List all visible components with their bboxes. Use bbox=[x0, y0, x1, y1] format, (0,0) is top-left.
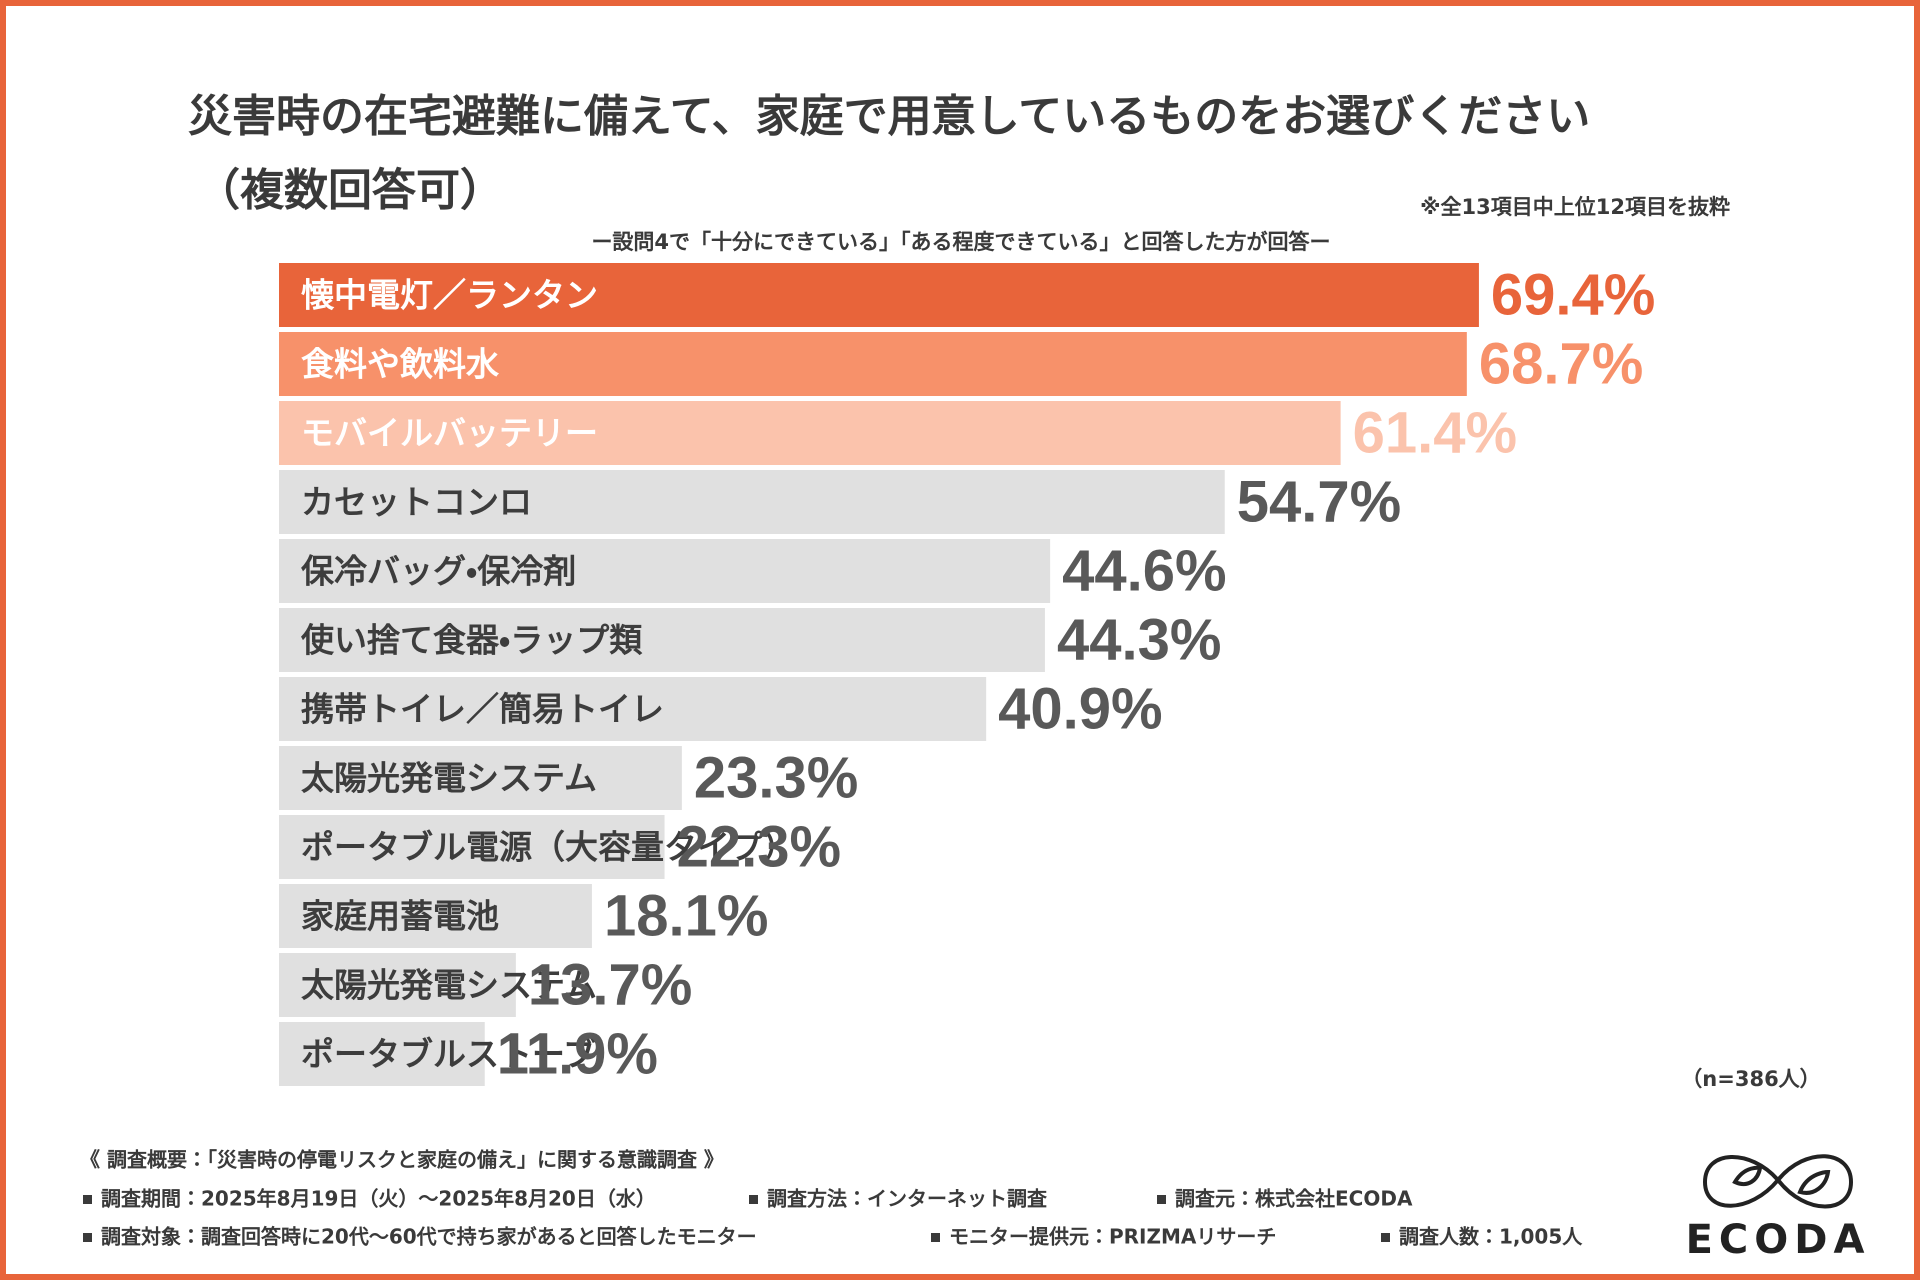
category-label: 使い捨て食器・ラップ類 bbox=[301, 621, 643, 660]
value-label: 40.9% bbox=[998, 676, 1162, 741]
footer-item: 調査対象：調査回答時に20代〜60代で持ち家があると回答したモニター bbox=[101, 1225, 757, 1249]
value-label: 18.1% bbox=[604, 883, 768, 948]
bar bbox=[279, 539, 1051, 603]
value-label: 68.7% bbox=[1479, 331, 1643, 396]
category-label: 携帯トイレ／簡易トイレ bbox=[301, 690, 664, 729]
footer-item: モニター提供元：PRIZMAリサーチ bbox=[949, 1225, 1276, 1249]
bullet bbox=[1157, 1195, 1166, 1204]
sample-size: （n=386人） bbox=[1681, 1067, 1820, 1091]
bar bbox=[279, 746, 682, 810]
value-label: 61.4% bbox=[1353, 400, 1517, 465]
category-label: 太陽光発電システム bbox=[301, 966, 597, 1005]
note: ※全13項目中上位12項目を抜粋 bbox=[1420, 195, 1730, 219]
value-label: 69.4% bbox=[1491, 262, 1655, 327]
chart-title: 災害時の在宅避難に備えて、家庭で用意しているものをお選びください bbox=[188, 91, 1590, 142]
category-label: ポータブル電源（大容量タイプ） bbox=[301, 828, 796, 867]
value-label: 13.7% bbox=[528, 952, 692, 1017]
bar bbox=[279, 470, 1225, 534]
category-label: 太陽光発電システム bbox=[301, 759, 597, 798]
category-label: ポータブルストーブ bbox=[301, 1035, 596, 1074]
category-label: 家庭用蓄電池 bbox=[301, 897, 499, 936]
footer-item: 調査元：株式会社ECODA bbox=[1175, 1187, 1413, 1211]
bar bbox=[279, 1022, 485, 1086]
subtitle: ー設問4で「十分にできている」「ある程度できている」と回答した方が回答ー bbox=[591, 230, 1330, 254]
category-label: 保冷バッグ・保冷剤 bbox=[301, 552, 576, 591]
logo-text: ECODA bbox=[1686, 1217, 1871, 1263]
value-label: 11.9% bbox=[497, 1021, 658, 1086]
category-label: モバイルバッテリー bbox=[301, 414, 598, 453]
bar bbox=[279, 401, 1341, 465]
footer-item: 調査方法：インターネット調査 bbox=[767, 1187, 1047, 1211]
value-label: 22.3% bbox=[677, 814, 841, 879]
bar bbox=[279, 332, 1467, 396]
bullet bbox=[749, 1195, 758, 1204]
bullet bbox=[83, 1233, 92, 1242]
value-label: 54.7% bbox=[1237, 469, 1401, 534]
footer-item: 調査期間：2025年8月19日（火）〜2025年8月20日（水） bbox=[101, 1187, 656, 1211]
bullet bbox=[83, 1195, 92, 1204]
bar bbox=[279, 815, 665, 879]
bar bbox=[279, 263, 1479, 327]
category-label: カセットコンロ bbox=[301, 483, 532, 522]
chart-title-line2: （複数回答可） bbox=[196, 165, 504, 216]
value-label: 44.3% bbox=[1057, 607, 1221, 672]
bar bbox=[279, 953, 516, 1017]
category-label: 懐中電灯／ランタン bbox=[301, 276, 598, 315]
value-label: 23.3% bbox=[694, 745, 858, 810]
footer-rows: 調査期間：2025年8月19日（火）〜2025年8月20日（水） 調査方法：インタ… bbox=[83, 1187, 1583, 1249]
footer-item: 調査人数：1,005人 bbox=[1399, 1225, 1583, 1249]
logo-mark bbox=[1702, 1154, 1854, 1209]
bar bbox=[279, 884, 592, 948]
bar bbox=[279, 677, 987, 741]
bar bbox=[279, 608, 1045, 672]
bullet bbox=[931, 1233, 940, 1242]
value-label: 44.6% bbox=[1062, 538, 1226, 603]
footer-heading: 《 調査概要：「災害時の停電リスクと家庭の備え」に関する意識調査 》 bbox=[80, 1148, 724, 1172]
category-label: 食料や飲料水 bbox=[301, 345, 500, 384]
bullet bbox=[1381, 1233, 1390, 1242]
